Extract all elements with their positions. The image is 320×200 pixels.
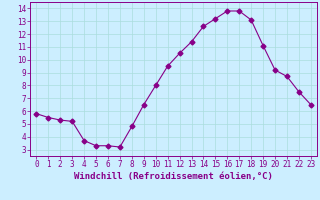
X-axis label: Windchill (Refroidissement éolien,°C): Windchill (Refroidissement éolien,°C) (74, 172, 273, 181)
